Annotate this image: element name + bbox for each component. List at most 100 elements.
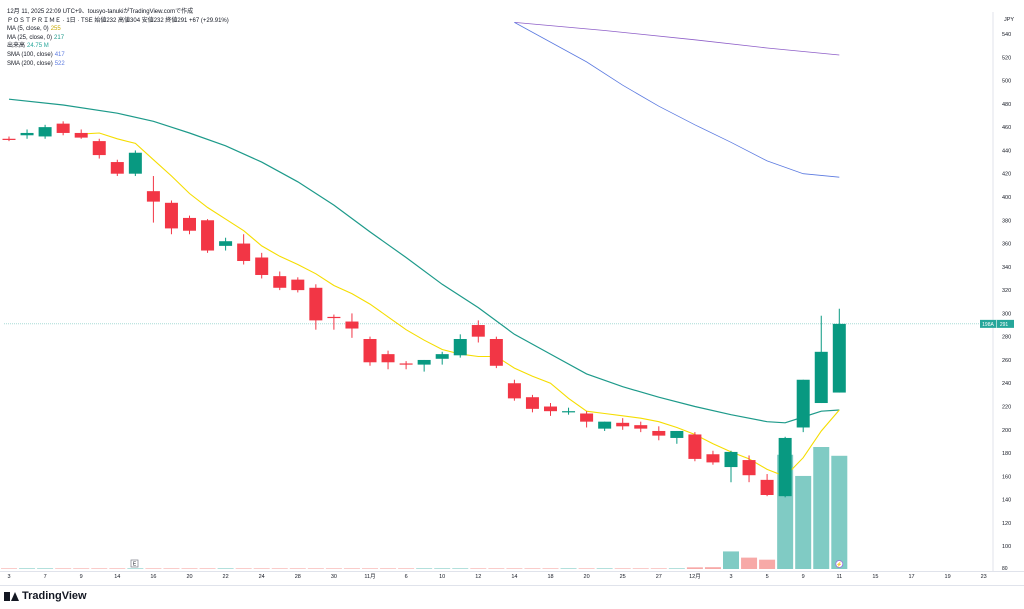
y-tick-label: 100 xyxy=(1002,544,1011,550)
x-tick-label: 10 xyxy=(439,574,445,580)
volume-bar xyxy=(217,568,234,569)
x-tick-label: 12月 xyxy=(689,573,701,580)
x-tick-label: 25 xyxy=(620,574,626,580)
x-tick-label: 12 xyxy=(475,574,481,580)
candle-body xyxy=(652,430,666,436)
volume-bar xyxy=(91,568,108,569)
candle-body xyxy=(616,422,630,427)
symbol-title[interactable]: ＰＯＳＴＰＲＩＭＥ · 1日 · TSE xyxy=(7,17,93,24)
currency-label: JPY xyxy=(1004,17,1014,23)
candle-body xyxy=(453,339,467,356)
x-tick-label: 22 xyxy=(223,574,229,580)
x-tick-label: 16 xyxy=(150,574,156,580)
y-tick-label: 180 xyxy=(1002,451,1011,457)
volume-bar xyxy=(578,568,595,569)
volume-bar xyxy=(632,568,649,569)
candle-body xyxy=(327,316,341,319)
volume-bar xyxy=(362,568,378,569)
y-tick-label: 120 xyxy=(1002,521,1011,527)
x-tick-label: 27 xyxy=(656,574,662,580)
x-tick-label: 23 xyxy=(981,574,987,580)
volume-bar xyxy=(560,568,577,569)
candle-body xyxy=(814,351,828,404)
y-tick-label: 420 xyxy=(1002,172,1011,178)
candle-body xyxy=(201,220,215,251)
volume-bar xyxy=(253,568,270,569)
candle-body xyxy=(146,191,160,202)
candle-body xyxy=(255,257,269,275)
y-tick-label: 480 xyxy=(1002,102,1011,108)
candle-body xyxy=(74,132,88,138)
volume-bar xyxy=(343,568,360,569)
candle-body xyxy=(832,323,846,393)
volume-bar xyxy=(73,568,90,569)
y-tick-label: 360 xyxy=(1002,242,1011,248)
volume-bar xyxy=(795,475,812,569)
sma100-line xyxy=(514,22,840,178)
x-tick-label: 9 xyxy=(802,574,805,580)
candle-body xyxy=(724,451,738,468)
ohlc-values: 始値232 高値304 安値232 終値291 +67 (+29.91%) xyxy=(94,17,229,24)
volume-bar xyxy=(109,568,126,569)
candle-body xyxy=(706,454,720,463)
x-tick-label: 19 xyxy=(945,574,951,580)
volume-bar xyxy=(686,567,703,569)
y-tick-label: 140 xyxy=(1002,498,1011,504)
volume-bar xyxy=(434,568,451,569)
volume-bar xyxy=(163,568,180,569)
candle-body xyxy=(237,243,251,262)
volume-bar xyxy=(289,568,306,569)
volume-bar xyxy=(380,568,397,569)
volume-bar xyxy=(831,455,848,569)
x-tick-label: 7 xyxy=(44,574,47,580)
indicator-ma25[interactable]: MA (25, close, 0) 217 xyxy=(7,34,65,41)
candle-body xyxy=(435,354,449,359)
candle-body xyxy=(20,132,34,136)
x-tick-label: 14 xyxy=(114,574,120,580)
y-tick-label: 380 xyxy=(1002,218,1011,224)
last-price-tag xyxy=(980,319,1014,328)
indicator-ma5[interactable]: MA (5, close, 0) 255 xyxy=(7,26,61,33)
indicator-sma200[interactable]: SMA (200, close) 522 xyxy=(7,60,65,67)
y-tick-label: 240 xyxy=(1002,381,1011,387)
tradingview-logo[interactable]: TradingView xyxy=(4,590,87,602)
x-tick-label: 30 xyxy=(331,574,337,580)
candle-body xyxy=(128,152,142,174)
volume-bar xyxy=(55,568,72,569)
created-info: 12月 11, 2025 22:09 UTC+9、tousyo-tanukiがT… xyxy=(7,9,194,15)
candle-body xyxy=(562,411,576,413)
dividend-marker xyxy=(835,560,844,568)
indicator-volume[interactable]: 出来高 24.75 M xyxy=(7,43,49,50)
x-tick-label: 11 xyxy=(836,574,842,580)
candle-body xyxy=(688,434,702,459)
x-tick-label: 24 xyxy=(259,574,265,580)
volume-bar xyxy=(235,568,252,569)
candle-body xyxy=(670,430,684,438)
volume-bar xyxy=(19,568,36,569)
y-tick-label: 300 xyxy=(1002,311,1011,317)
x-tick-label: 9 xyxy=(80,574,83,580)
candle-body xyxy=(399,363,413,365)
candle-body xyxy=(796,379,810,428)
volume-bar xyxy=(614,568,631,569)
indicator-sma100[interactable]: SMA (100, close) 417 xyxy=(7,51,65,58)
volume-bar xyxy=(668,568,685,569)
candle-body xyxy=(110,162,124,174)
volume-bar xyxy=(37,568,54,569)
volume-bar xyxy=(145,568,162,569)
candle-body xyxy=(183,217,196,231)
sma200-line xyxy=(514,22,840,56)
y-tick-label: 540 xyxy=(1002,32,1011,38)
candle-body xyxy=(778,437,792,497)
y-tick-label: 340 xyxy=(1002,265,1011,271)
candle-body xyxy=(525,397,539,409)
y-tick-label: 400 xyxy=(1002,195,1011,201)
candle-body xyxy=(273,276,287,288)
volume-bar xyxy=(506,568,523,569)
chart-legend: 12月 11, 2025 22:09 UTC+9、tousyo-tanukiがT… xyxy=(7,8,229,68)
y-tick-label: 320 xyxy=(1002,288,1011,294)
candle-body xyxy=(471,325,485,337)
candle-body xyxy=(634,425,648,429)
candle-body xyxy=(760,479,774,495)
